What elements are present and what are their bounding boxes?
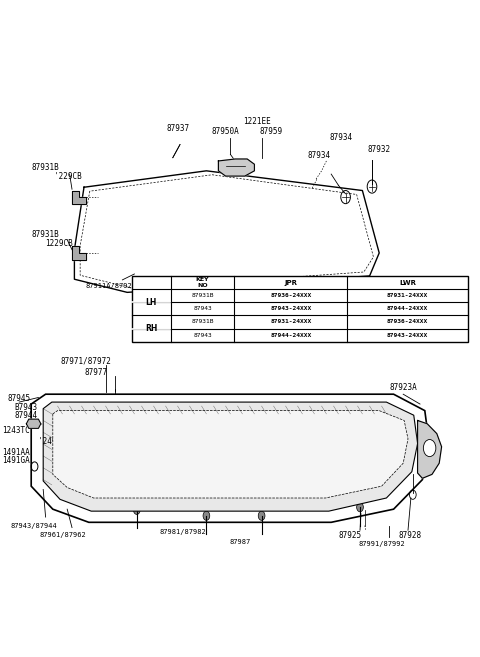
Text: JPR: JPR (284, 279, 297, 286)
Text: 1229CB: 1229CB (46, 238, 73, 248)
Text: 87943: 87943 (193, 332, 212, 338)
Polygon shape (53, 411, 408, 498)
Text: 87977: 87977 (84, 368, 108, 377)
Text: '249TA: '249TA (38, 437, 66, 446)
Text: 87943: 87943 (193, 306, 212, 311)
Circle shape (133, 505, 140, 514)
Polygon shape (72, 246, 86, 260)
Text: 1221EE: 1221EE (243, 117, 271, 126)
Polygon shape (26, 419, 41, 428)
Text: 87950A: 87950A (212, 127, 240, 136)
Text: 87971/87972: 87971/87972 (61, 357, 112, 366)
Text: 87944: 87944 (14, 411, 37, 420)
Text: 87934: 87934 (308, 151, 331, 160)
Text: 1491AA: 1491AA (2, 447, 30, 457)
Text: '229CB: '229CB (54, 171, 82, 181)
Text: 1243TC: 1243TC (2, 426, 30, 435)
Text: 87970A: 87970A (192, 439, 220, 448)
Text: 87959: 87959 (260, 127, 283, 136)
Text: 87961/87962: 87961/87962 (39, 532, 86, 539)
Circle shape (203, 511, 210, 520)
Bar (132, 276, 468, 342)
Text: 1491GA: 1491GA (2, 456, 30, 465)
Polygon shape (72, 191, 86, 204)
Text: 87931B: 87931B (192, 293, 214, 298)
Text: 87911A/87921A: 87911A/87921A (85, 283, 141, 289)
Text: 87936-24XXX: 87936-24XXX (270, 293, 312, 298)
Text: 87943/87944: 87943/87944 (10, 522, 57, 529)
Text: 87943-24XXX: 87943-24XXX (387, 332, 428, 338)
Text: 87934: 87934 (329, 133, 352, 143)
Text: 87923A: 87923A (389, 383, 417, 392)
Text: 87945: 87945 (7, 394, 30, 403)
Text: 87932: 87932 (368, 145, 391, 154)
Text: 87931-24XXX: 87931-24XXX (387, 293, 428, 298)
Circle shape (357, 503, 363, 512)
Text: 87931B: 87931B (31, 230, 59, 239)
Text: 87987: 87987 (229, 539, 251, 545)
Circle shape (258, 511, 265, 520)
Text: RH: RH (145, 324, 157, 333)
Text: 87931B: 87931B (192, 319, 214, 325)
Text: 87991/87992: 87991/87992 (358, 541, 405, 547)
Text: 87937: 87937 (166, 124, 189, 133)
Text: B7943: B7943 (14, 403, 37, 412)
Text: LH: LH (145, 298, 157, 307)
Text: 87944-24XXX: 87944-24XXX (387, 306, 428, 311)
Text: 87928: 87928 (399, 531, 422, 540)
Polygon shape (43, 402, 418, 511)
Text: 87931B: 87931B (31, 163, 59, 172)
Polygon shape (218, 159, 254, 176)
Polygon shape (418, 420, 442, 478)
Text: KEY
NO: KEY NO (196, 277, 209, 288)
Text: 87925: 87925 (339, 531, 362, 540)
Text: 87936-24XXX: 87936-24XXX (387, 319, 428, 325)
Text: 87943-24XXX: 87943-24XXX (270, 306, 312, 311)
Text: 87931-24XXX: 87931-24XXX (270, 319, 312, 325)
Text: 87944-24XXX: 87944-24XXX (270, 332, 312, 338)
Circle shape (423, 440, 436, 457)
Text: 87981/87982: 87981/87982 (159, 529, 206, 535)
Text: LWR: LWR (399, 279, 416, 286)
